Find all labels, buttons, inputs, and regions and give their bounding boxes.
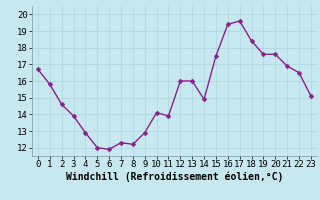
- X-axis label: Windchill (Refroidissement éolien,°C): Windchill (Refroidissement éolien,°C): [66, 172, 283, 182]
